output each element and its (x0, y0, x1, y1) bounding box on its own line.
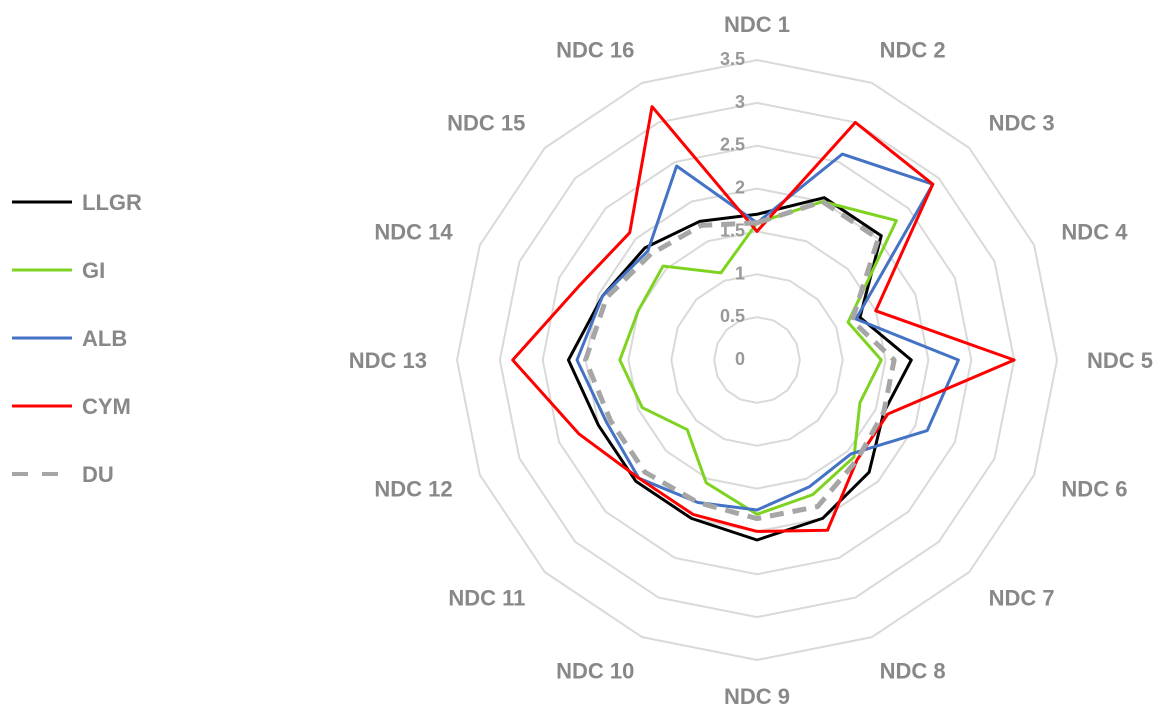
category-label: NDC 11 (448, 586, 525, 611)
category-label: NDC 4 (1061, 219, 1128, 244)
tick-label: 1 (735, 263, 745, 283)
category-label: NDC 16 (556, 38, 634, 63)
category-label: NDC 2 (880, 38, 946, 63)
radar-grid (455, 58, 1059, 662)
grid-ring (627, 230, 887, 490)
category-label: NDC 6 (1061, 477, 1127, 502)
grid-ring (498, 101, 1016, 619)
tick-label: 2 (735, 178, 745, 198)
category-label: NDC 15 (447, 110, 525, 135)
category-label: NDC 8 (880, 658, 946, 683)
legend-label: DU (82, 462, 114, 487)
category-labels: NDC 1 NDC 2 NDC 3 NDC 4 NDC 5 NDC 6 NDC 7 NDC 8… (349, 12, 1153, 706)
category-label: NDC 1 (724, 12, 790, 37)
legend-label: ALB (82, 326, 127, 351)
grid-ring (713, 316, 801, 404)
legend-label: CYM (82, 394, 131, 419)
grid-ring (541, 144, 973, 576)
tick-label: 0 (735, 349, 745, 369)
series-alb (575, 152, 960, 512)
legend: LLGR GI ALB CYM DU (12, 190, 142, 487)
category-label: NDC 14 (374, 219, 453, 244)
category-label: NDC 3 (989, 110, 1055, 135)
category-label: NDC 10 (556, 658, 634, 683)
series-du (583, 199, 897, 522)
tick-label: 0.5 (720, 306, 745, 326)
series-lines (511, 105, 1016, 542)
category-label: NDC 9 (724, 684, 790, 706)
legend-label: GI (82, 258, 105, 283)
legend-label: LLGR (82, 190, 142, 215)
grid-ring (455, 58, 1059, 662)
category-label: NDC 5 (1087, 348, 1153, 373)
category-label: NDC 7 (989, 586, 1055, 611)
category-label: NDC 13 (349, 348, 427, 373)
tick-label: 3 (735, 92, 745, 112)
grid-ring (670, 273, 844, 447)
grid-ring (584, 187, 930, 533)
radial-tick-labels: 00.511.522.533.5 (720, 49, 745, 369)
tick-label: 2.5 (720, 135, 745, 155)
category-label: NDC 12 (374, 477, 452, 502)
tick-label: 3.5 (720, 49, 745, 69)
series-cym (511, 105, 1016, 533)
